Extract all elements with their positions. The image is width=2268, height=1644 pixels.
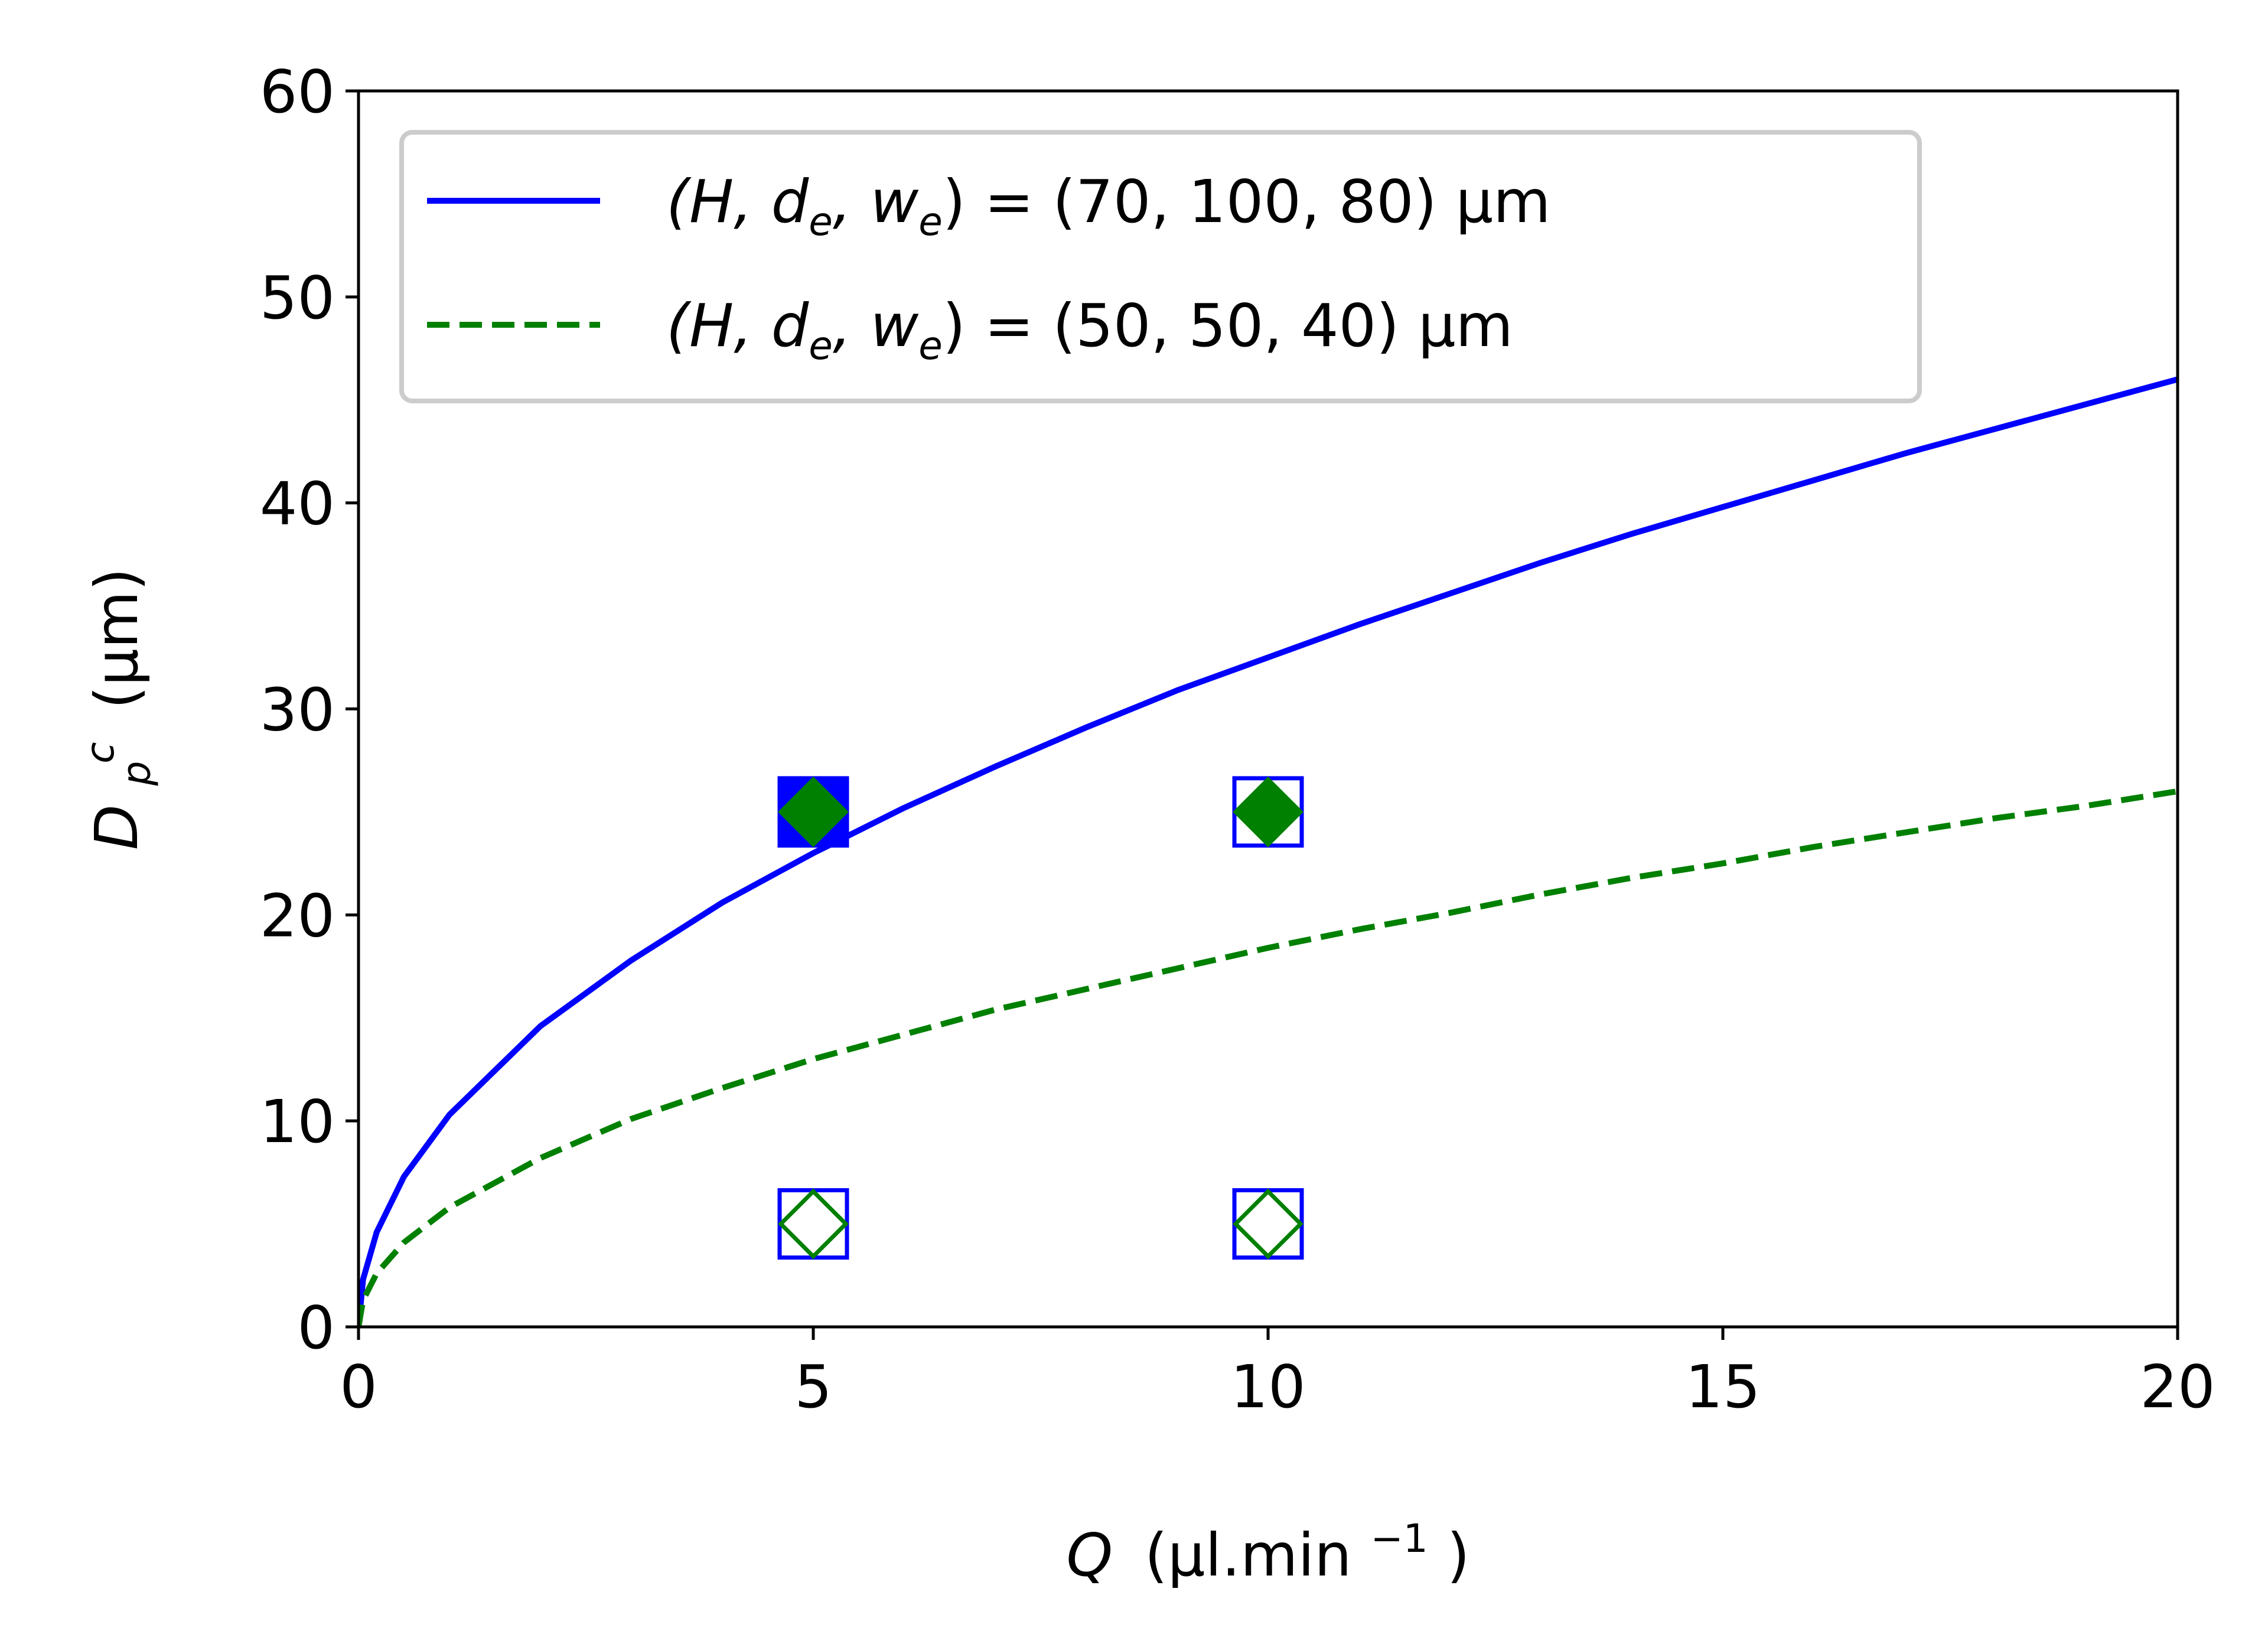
marker-diamond-4: [1233, 776, 1304, 847]
legend-entry-2-mid: , w: [833, 291, 919, 360]
y-tick-label: 10: [260, 1087, 335, 1156]
marker-diamond-2: [778, 776, 849, 847]
series-line-2: [359, 788, 2178, 1327]
y-axis-label: D p c (μm): [58, 568, 164, 850]
plot-area: [359, 376, 2178, 1327]
series-line-1: [359, 376, 2178, 1327]
x-axis-ticks: 0 5 10 15 20: [340, 1327, 2215, 1421]
x-axis-label-unit-close: ): [1447, 1521, 1470, 1590]
y-axis-ticks: 0 10 20 30 40 50 60: [260, 57, 359, 1362]
markers-layer: [777, 776, 1304, 1260]
x-axis-label-main: Q: [1066, 1521, 1113, 1590]
x-axis-label-unit-sup: −1: [1370, 1516, 1428, 1561]
y-tick-label: 40: [260, 469, 335, 539]
marker-diamond-8: [1233, 1188, 1304, 1260]
legend-entry-2-sub1: e: [809, 323, 833, 368]
y-tick-label: 0: [297, 1293, 335, 1362]
x-tick-label: 0: [340, 1352, 377, 1421]
y-tick-label: 50: [260, 263, 335, 332]
y-tick-label: 30: [260, 676, 335, 745]
y-tick-label: 20: [260, 881, 335, 950]
legend-entry-1-sub2: e: [918, 199, 943, 244]
legend-entry-1-sub1: e: [809, 199, 833, 244]
y-axis-label-sup: c: [77, 742, 123, 764]
legend-entry-2-suffix: ) = (50, 50, 40) μm: [943, 291, 1513, 360]
legend-entry-2-sub2: e: [918, 323, 943, 368]
x-axis-label: Q (μl.min −1 ): [1066, 1497, 1469, 1590]
x-tick-label: 20: [2140, 1352, 2215, 1421]
x-tick-label: 5: [794, 1352, 832, 1421]
x-tick-label: 15: [1685, 1352, 1760, 1421]
legend-entry-1-suffix: ) = (70, 100, 80) μm: [943, 167, 1551, 236]
legend-entry-2: (H, de, we) = (50, 50, 40) μm: [666, 291, 1513, 368]
legend: (H, de, we) = (70, 100, 80) μm (H, de, w…: [399, 130, 1922, 403]
legend-entry-1-mid: , w: [833, 167, 919, 236]
x-tick-label: 10: [1230, 1352, 1305, 1421]
y-axis-label-sub: p: [114, 761, 159, 787]
y-axis-label-unit: (μm): [82, 568, 151, 709]
x-axis-label-unit: (μl.min: [1145, 1521, 1352, 1590]
legend-entry-1: (H, de, we) = (70, 100, 80) μm: [666, 167, 1551, 244]
legend-entry-1-prefix: (H, d: [666, 167, 809, 236]
marker-diamond-6: [778, 1188, 849, 1260]
y-tick-label: 60: [260, 57, 335, 126]
y-axis-label-main: D: [82, 804, 151, 850]
legend-box: [399, 130, 1922, 403]
legend-entry-2-prefix: (H, d: [666, 291, 809, 360]
